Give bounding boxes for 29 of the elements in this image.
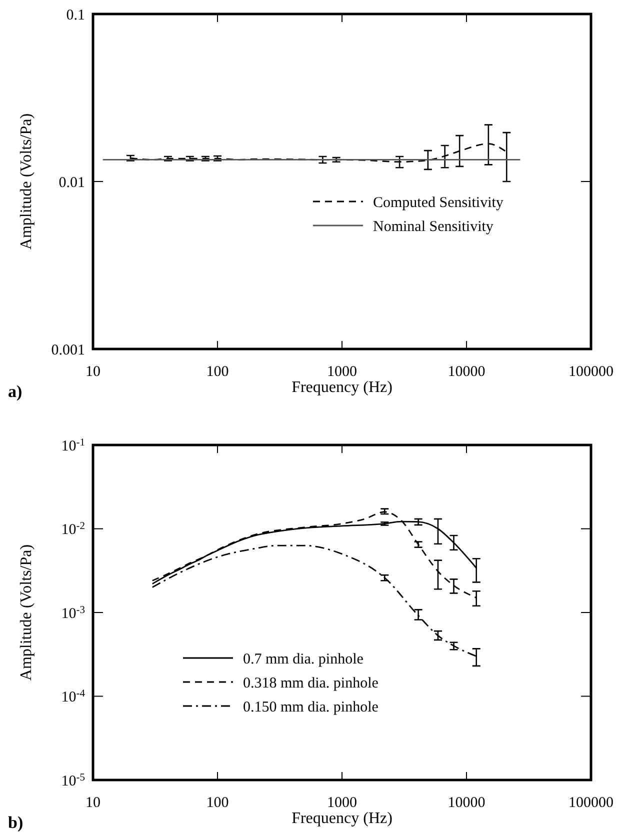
y-tick-label: 0.001 (51, 342, 85, 358)
legend-label: 0.7 mm dia. pinhole (243, 651, 364, 668)
y-tick-label: 10$^{-5}$ (61, 772, 85, 790)
legend-label: 0.150 mm dia. pinhole (243, 699, 379, 716)
text: b) (8, 813, 24, 832)
x-tick-label: 10 (86, 364, 100, 380)
x-axis-title: Frequency (Hz) (292, 379, 392, 396)
y-tick-label: 10$^{-1}$ (61, 436, 85, 454)
x-tick-label: 1000 (327, 364, 357, 380)
x-tick-label: 100000 (568, 795, 614, 811)
x-tick-label: 100000 (568, 364, 614, 380)
legend-label: 0.318 mm dia. pinhole (243, 675, 379, 692)
y-tick-label: 0.01 (58, 174, 85, 191)
x-tick-label: 100 (206, 795, 229, 811)
x-tick-label: 1000 (327, 795, 357, 811)
x-tick-label: 10 (86, 795, 100, 811)
y-tick-label: 10$^{-4}$ (61, 688, 86, 706)
y-tick-label: 10$^{-3}$ (61, 604, 85, 622)
x-tick-label: 10000 (448, 795, 486, 811)
legend-label: Computed Sensitivity (373, 194, 504, 211)
text: a) (8, 382, 22, 401)
legend-label: Nominal Sensitivity (373, 218, 494, 235)
y-axis-title: Amplitude (Volts/Pa) (18, 113, 35, 250)
x-axis-title: Frequency (Hz) (292, 810, 392, 827)
y-tick-label: 0.1 (66, 7, 85, 24)
x-tick-label: 10000 (448, 364, 486, 380)
x-tick-label: 100 (206, 364, 229, 380)
y-tick-label: 10$^{-2}$ (61, 520, 85, 538)
y-axis-title: Amplitude (Volts/Pa) (18, 544, 35, 681)
